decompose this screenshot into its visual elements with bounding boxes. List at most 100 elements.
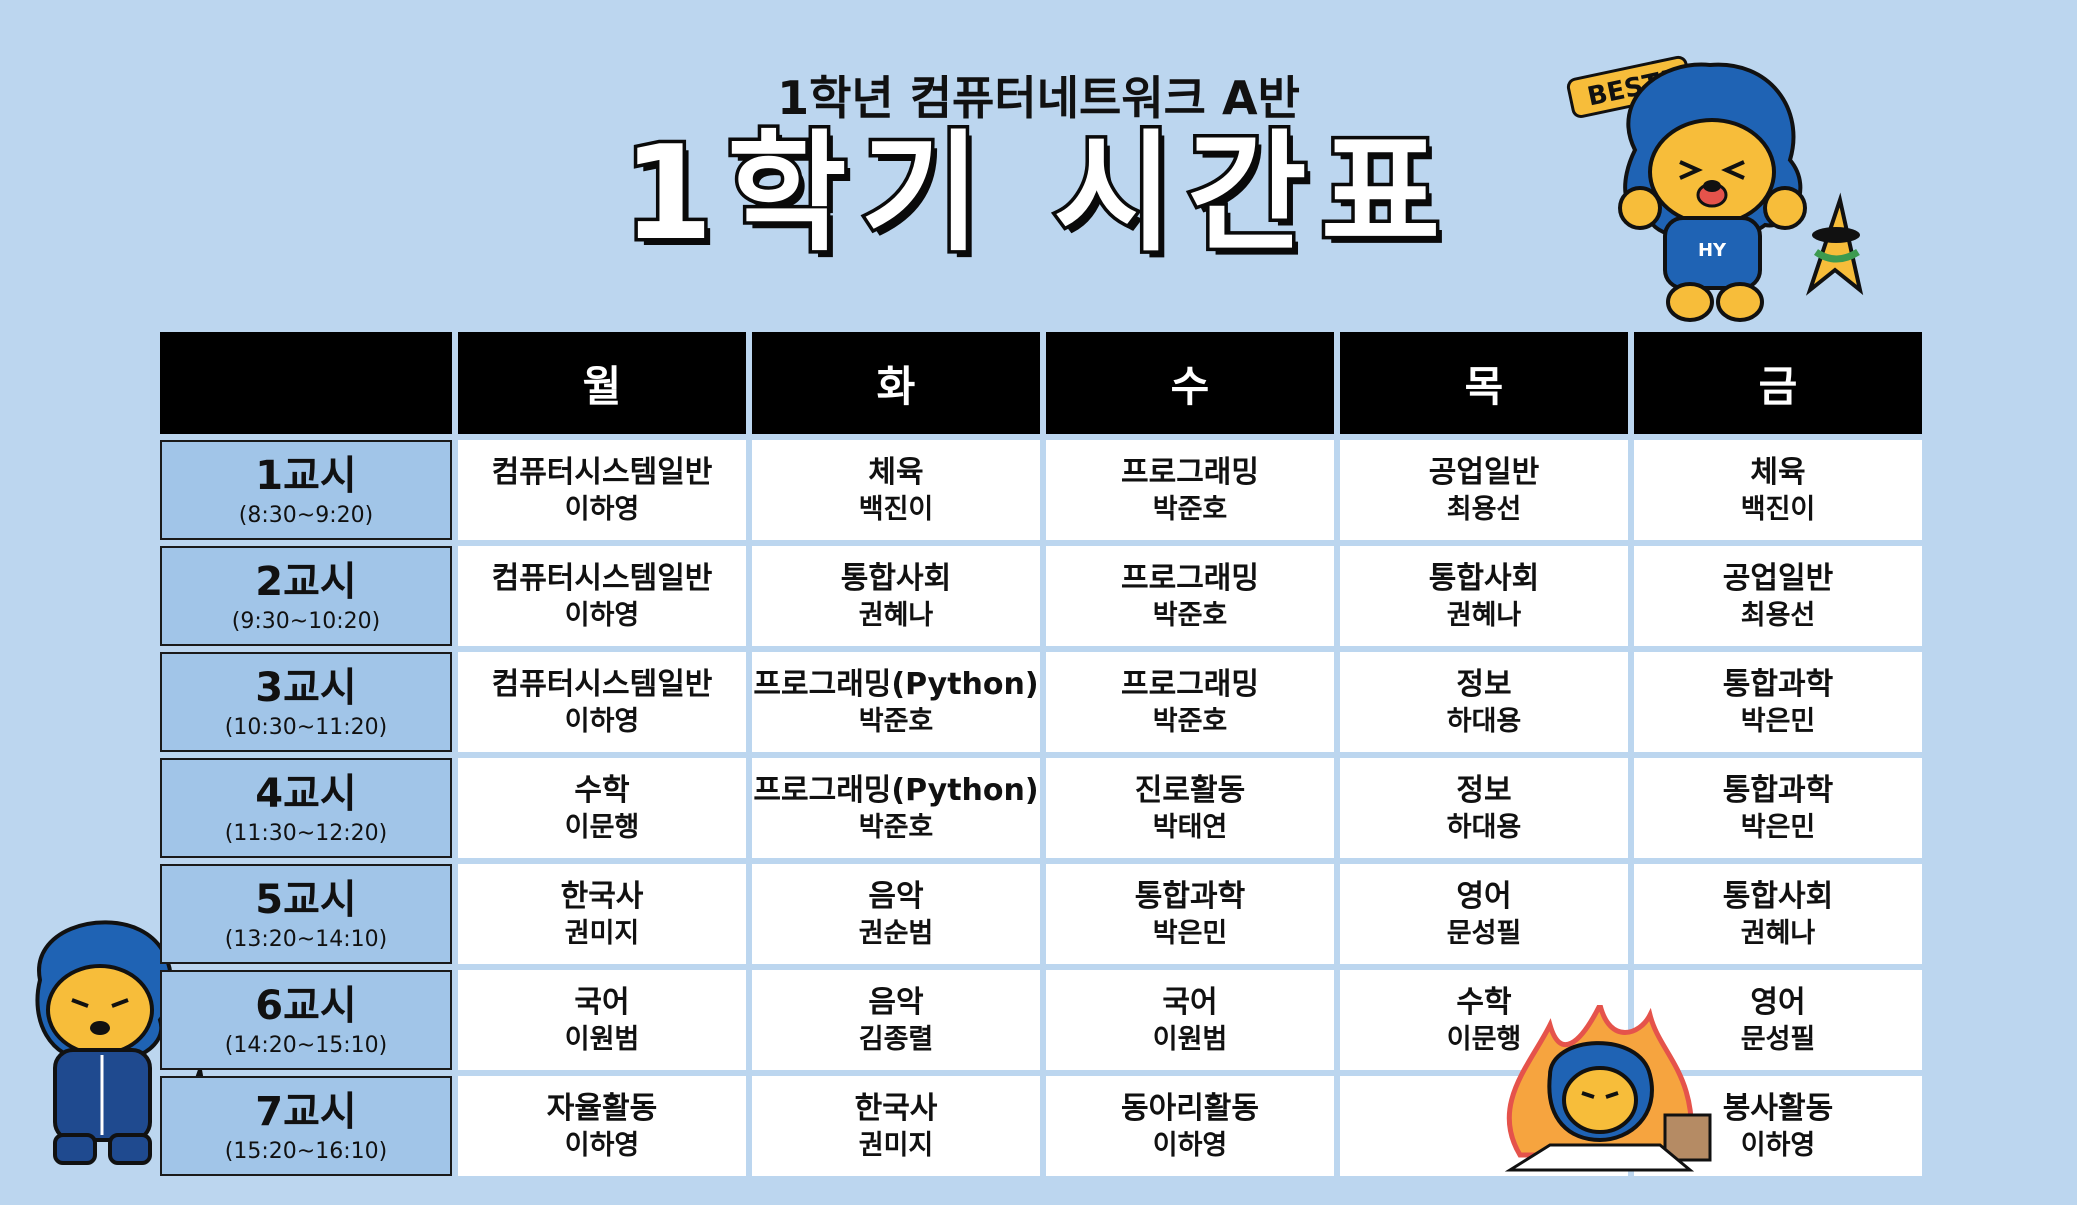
class-cell: 음악 권순범	[752, 864, 1040, 964]
class-cell: 국어 이원범	[458, 970, 746, 1070]
class-subject: 한국사	[560, 878, 644, 914]
class-cell: 프로그래밍(Python) 박준호	[752, 652, 1040, 752]
class-subject: 프로그래밍	[1121, 666, 1259, 702]
class-teacher: 이하영	[1740, 1129, 1816, 1161]
class-subject: 통합과학	[1722, 666, 1834, 702]
class-cell: 컴퓨터시스템일반 이하영	[458, 546, 746, 646]
period-time: (8:30~9:20)	[238, 502, 374, 528]
class-subject: 통합과학	[1134, 878, 1246, 914]
class-teacher: 이하영	[564, 705, 640, 737]
class-subject: 국어	[1162, 984, 1218, 1020]
class-cell: 국어 이원범	[1046, 970, 1334, 1070]
day-header-1: 월	[458, 332, 746, 434]
class-subject: 정보	[1456, 772, 1512, 808]
class-subject: 동아리활동	[1121, 1090, 1259, 1126]
class-cell: 동아리활동 이하영	[1046, 1076, 1334, 1176]
class-subject: 자율활동	[546, 1090, 658, 1126]
period-name: 2교시	[255, 558, 357, 605]
class-teacher: 박준호	[1152, 705, 1228, 737]
day-header-3: 수	[1046, 332, 1334, 434]
period-name: 3교시	[255, 664, 357, 711]
class-cell: 통합사회 권혜나	[1340, 546, 1628, 646]
class-subject: 컴퓨터시스템일반	[491, 454, 713, 490]
class-cell: 체육 백진이	[752, 440, 1040, 540]
period-name: 1교시	[255, 452, 357, 499]
mascot-shirt-text: HY	[1698, 240, 1727, 261]
class-subject: 통합과학	[1722, 772, 1834, 808]
period-name: 4교시	[255, 770, 357, 817]
period-name: 7교시	[255, 1088, 357, 1135]
class-subject: 한국사	[854, 1090, 938, 1126]
class-cell: 자율활동 이하영	[458, 1076, 746, 1176]
class-teacher: 이하영	[564, 1129, 640, 1161]
class-subject: 수학	[574, 772, 630, 808]
class-cell: 정보 하대용	[1340, 758, 1628, 858]
period-label-2: 2교시 (9:30~10:20)	[160, 546, 452, 646]
class-subject: 체육	[1750, 454, 1806, 490]
class-subject: 공업일반	[1428, 454, 1540, 490]
class-cell: 체육 백진이	[1634, 440, 1922, 540]
mascot-study-icon	[1504, 1005, 1712, 1172]
period-label-3: 3교시 (10:30~11:20)	[160, 652, 452, 752]
class-teacher: 백진이	[1740, 493, 1816, 525]
day-header-4: 목	[1340, 332, 1628, 434]
class-teacher: 문성필	[1740, 1023, 1816, 1055]
class-subject: 봉사활동	[1722, 1090, 1834, 1126]
page-title: 1학기 시간표	[619, 117, 1455, 269]
class-subject: 프로그래밍(Python)	[753, 772, 1039, 808]
class-cell: 한국사 권미지	[752, 1076, 1040, 1176]
class-teacher: 권혜나	[1446, 599, 1522, 631]
class-subject: 통합사회	[840, 560, 952, 596]
class-subject: 정보	[1456, 666, 1512, 702]
class-cell: 통합사회 권혜나	[1634, 864, 1922, 964]
period-time: (9:30~10:20)	[231, 608, 381, 634]
class-cell: 컴퓨터시스템일반 이하영	[458, 440, 746, 540]
class-cell: 프로그래밍 박준호	[1046, 546, 1334, 646]
class-subject: 프로그래밍	[1121, 560, 1259, 596]
class-teacher: 박은민	[1740, 811, 1816, 843]
period-label-6: 6교시 (14:20~15:10)	[160, 970, 452, 1070]
period-label-7: 7교시 (15:20~16:10)	[160, 1076, 452, 1176]
subtitle: 1학년 컴퓨터네트워크 A반	[777, 71, 1300, 125]
period-name: 6교시	[255, 982, 357, 1029]
class-subject: 음악	[868, 878, 924, 914]
class-cell: 한국사 권미지	[458, 864, 746, 964]
class-teacher: 백진이	[858, 493, 934, 525]
class-teacher: 이문행	[564, 811, 640, 843]
class-cell: 통합사회 권혜나	[752, 546, 1040, 646]
class-teacher: 박은민	[1152, 917, 1228, 949]
class-subject: 통합사회	[1428, 560, 1540, 596]
class-subject: 통합사회	[1722, 878, 1834, 914]
class-teacher: 이원범	[1152, 1023, 1228, 1055]
class-cell: 수학 이문행	[458, 758, 746, 858]
class-teacher: 권미지	[564, 917, 640, 949]
class-teacher: 최용선	[1446, 493, 1522, 525]
class-teacher: 권혜나	[858, 599, 934, 631]
class-subject: 국어	[574, 984, 630, 1020]
class-teacher: 권혜나	[1740, 917, 1816, 949]
class-cell: 통합과학 박은민	[1634, 758, 1922, 858]
period-time: (14:20~15:10)	[224, 1032, 388, 1058]
period-time: (11:30~12:20)	[224, 820, 388, 846]
class-teacher: 박준호	[1152, 493, 1228, 525]
class-teacher: 박태연	[1152, 811, 1228, 843]
period-label-4: 4교시 (11:30~12:20)	[160, 758, 452, 858]
class-subject: 체육	[868, 454, 924, 490]
class-cell: 공업일반 최용선	[1634, 546, 1922, 646]
class-teacher: 박준호	[1152, 599, 1228, 631]
class-cell: 프로그래밍 박준호	[1046, 652, 1334, 752]
class-teacher: 박은민	[1740, 705, 1816, 737]
class-cell: 컴퓨터시스템일반 이하영	[458, 652, 746, 752]
class-teacher: 이하영	[564, 599, 640, 631]
class-subject: 음악	[868, 984, 924, 1020]
class-teacher: 이하영	[1152, 1129, 1228, 1161]
header-cell-corner	[160, 332, 452, 434]
timetable: 월 화 수 목 금 1교시 (8:30~9:20) 컴퓨터시스템일반 이하영 체육 백진이 프로그래밍…	[160, 332, 1922, 1176]
mascot-best-icon: BEST! HY	[1566, 55, 1864, 322]
class-subject: 프로그래밍(Python)	[753, 666, 1039, 702]
class-subject: 컴퓨터시스템일반	[491, 560, 713, 596]
class-cell: 공업일반 최용선	[1340, 440, 1628, 540]
class-subject: 공업일반	[1722, 560, 1834, 596]
class-cell: 프로그래밍(Python) 박준호	[752, 758, 1040, 858]
day-header-2: 화	[752, 332, 1040, 434]
